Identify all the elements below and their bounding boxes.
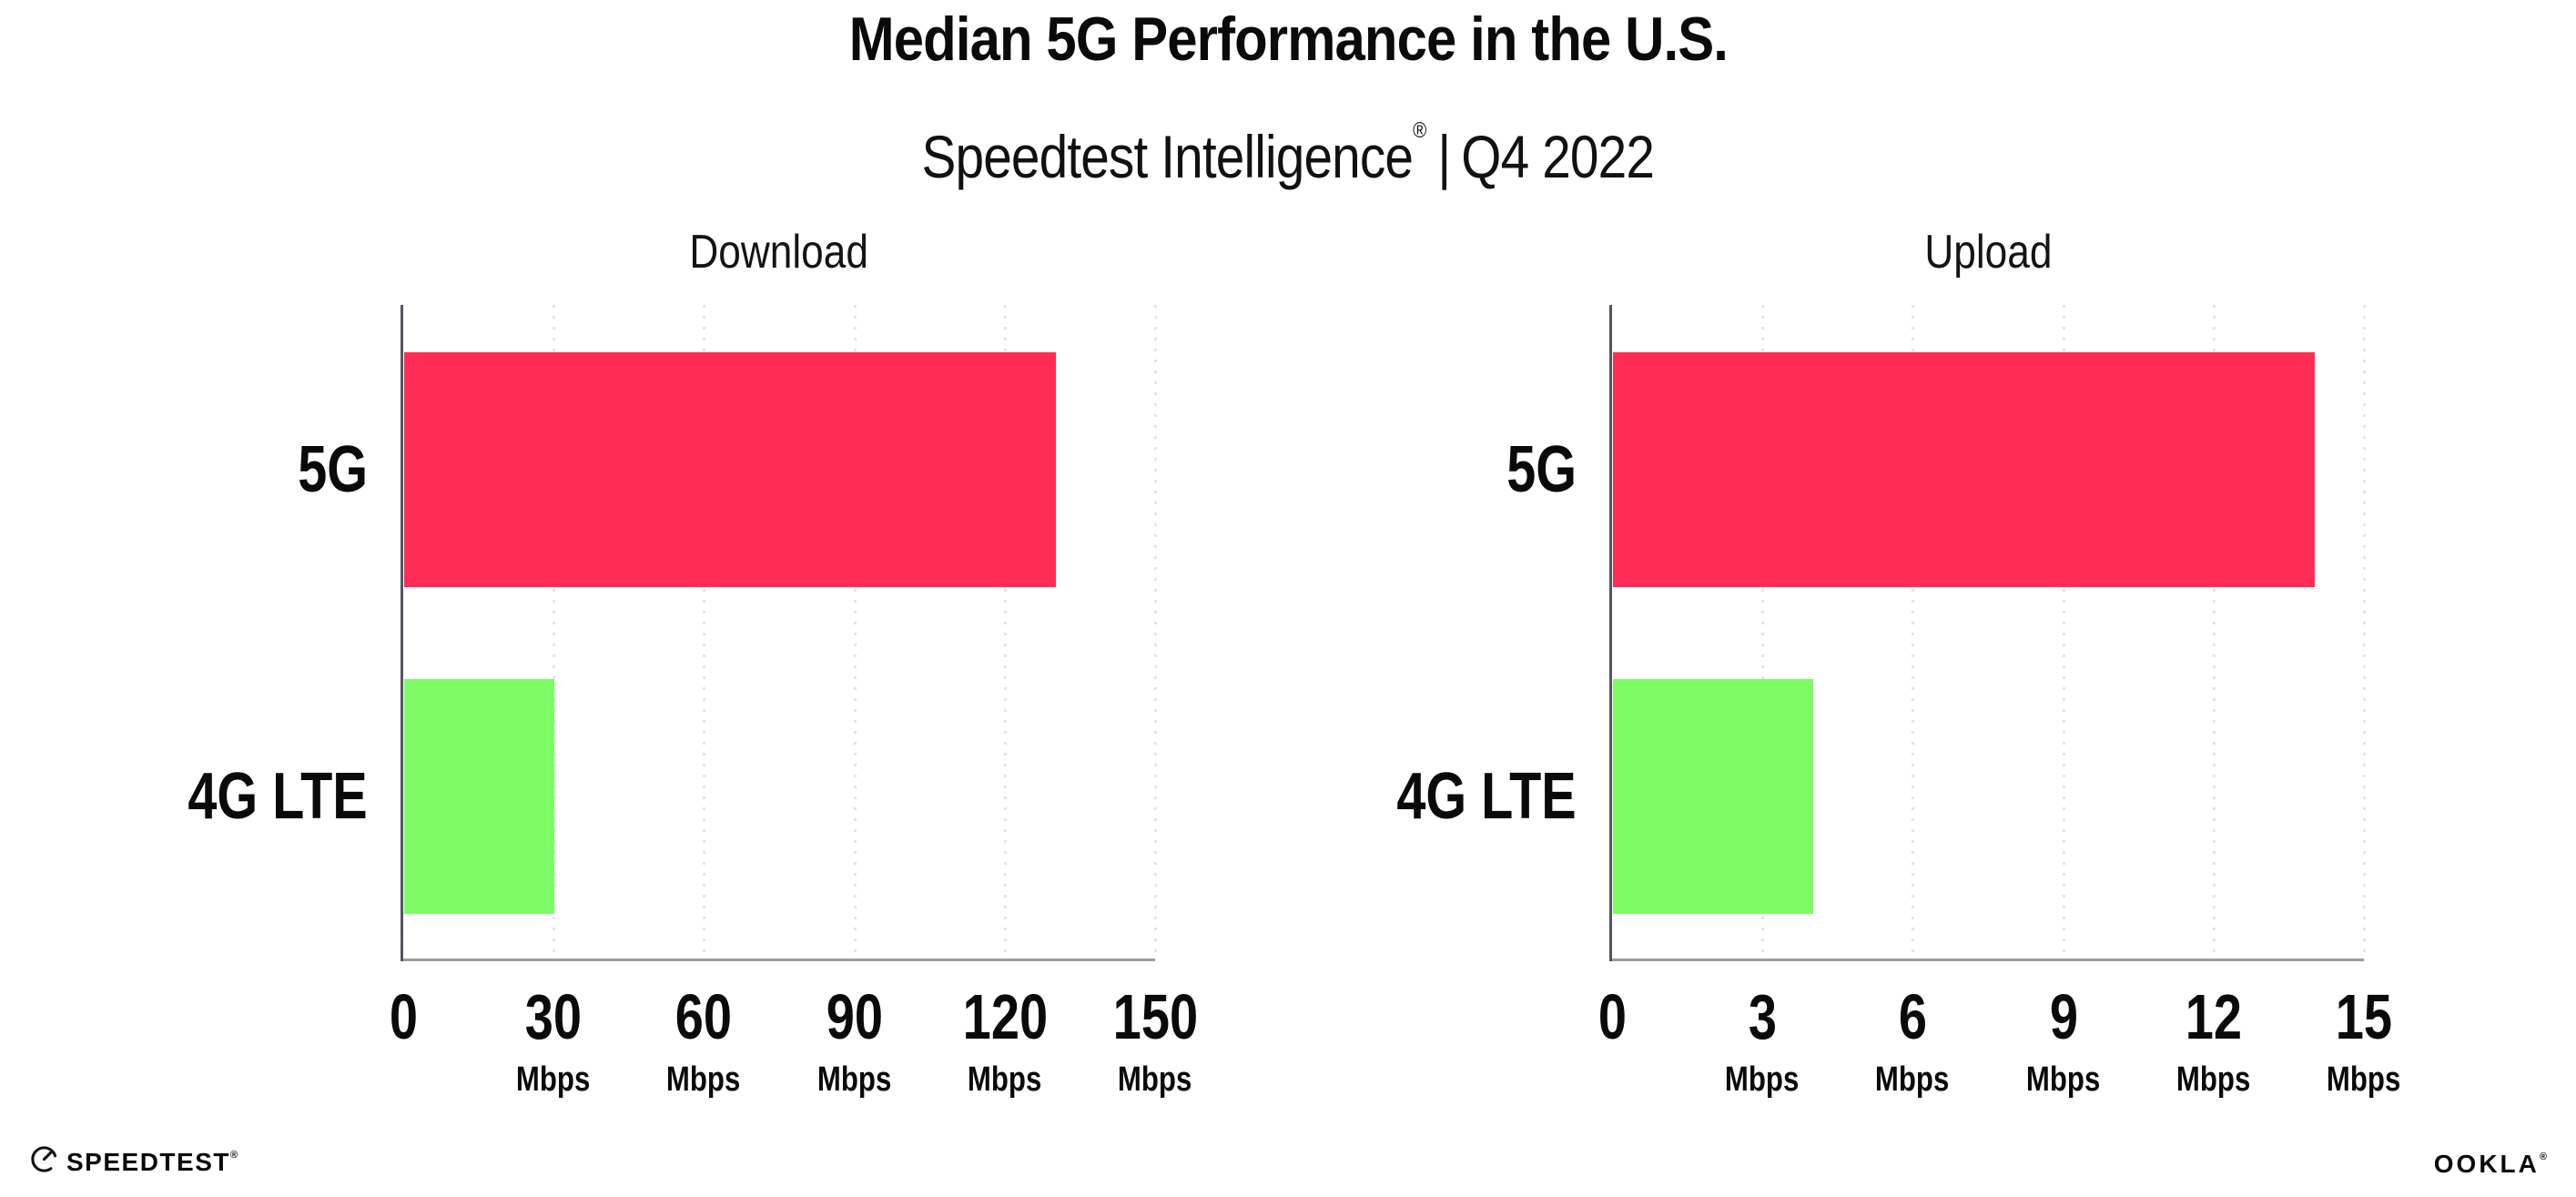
x-tick-label-text-download-30: 30	[524, 981, 583, 1052]
x-tick-label-text-download-150: 150	[1112, 981, 1198, 1052]
x-tick-unit-download-150: Mbps	[1055, 1061, 1255, 1098]
gridline-download-90	[854, 305, 857, 959]
bar-upload-4g-lte	[1613, 679, 1813, 914]
plot-area-download	[401, 305, 1157, 961]
speedtest-logo-text: SPEEDTEST®	[66, 1141, 238, 1176]
x-tick-unit-text-upload-9: Mbps	[2026, 1060, 2101, 1099]
chart-title-upload: Upload	[1612, 224, 2364, 280]
x-axis-line-upload	[1612, 959, 2364, 961]
speedtest-logo: SPEEDTEST®	[30, 1141, 238, 1176]
gridline-download-60	[703, 305, 705, 959]
category-label-text-upload-4g-lte: 4G LTE	[1396, 760, 1577, 833]
bar-download-5g	[404, 352, 1056, 587]
subtitle-period: Q4 2022	[1461, 123, 1656, 190]
x-tick-label-text-upload-12: 12	[2185, 981, 2243, 1052]
category-label-download-5g: 5G	[280, 437, 368, 502]
gridline-download-150	[1154, 305, 1157, 959]
gridline-upload-15	[2363, 305, 2366, 959]
chart-title-download: Download	[403, 224, 1155, 280]
x-tick-label-upload-15: 15	[2264, 983, 2464, 1050]
x-tick-label-text-upload-3: 3	[1748, 981, 1777, 1052]
x-tick-unit-text-download-90: Mbps	[817, 1060, 892, 1099]
x-tick-label-upload-6: 6	[1812, 983, 2013, 1050]
ookla-logo: OOKLA®	[2434, 1143, 2547, 1178]
bar-upload-5g	[1613, 352, 2315, 587]
x-tick-label-download-90: 90	[755, 983, 955, 1050]
x-tick-unit-upload-6: Mbps	[1812, 1061, 2013, 1098]
x-tick-label-text-upload-9: 9	[2049, 981, 2078, 1052]
registered-trademark-icon: ®	[1413, 118, 1427, 143]
category-label-text-download-5g: 5G	[298, 433, 368, 506]
x-tick-unit-text-download-120: Mbps	[968, 1060, 1042, 1099]
x-tick-unit-upload-9: Mbps	[1963, 1061, 2164, 1098]
x-tick-label-text-download-0: 0	[389, 981, 418, 1052]
ookla-wordmark: OOKLA	[2433, 1150, 2540, 1178]
x-tick-unit-download-30: Mbps	[453, 1061, 654, 1098]
x-tick-label-text-upload-0: 0	[1597, 981, 1627, 1052]
x-tick-label-download-0: 0	[303, 983, 503, 1050]
x-tick-label-upload-3: 3	[1662, 983, 1862, 1050]
page-title-text: Median 5G Performance in the U.S.	[848, 5, 1728, 74]
x-tick-unit-upload-12: Mbps	[2114, 1061, 2314, 1098]
x-tick-label-download-150: 150	[1055, 983, 1255, 1050]
category-label-upload-5g: 5G	[1489, 437, 1577, 502]
x-tick-unit-download-120: Mbps	[905, 1061, 1105, 1098]
x-tick-unit-download-90: Mbps	[755, 1061, 955, 1098]
speedtest-wordmark: SPEEDTEST	[66, 1148, 230, 1176]
x-tick-label-text-download-90: 90	[826, 981, 884, 1052]
page-title: Median 5G Performance in the U.S.	[0, 4, 2576, 75]
x-tick-label-upload-12: 12	[2114, 983, 2314, 1050]
subtitle-separator: |	[1437, 123, 1452, 190]
category-label-download-4g-lte: 4G LTE	[143, 764, 368, 829]
x-tick-label-text-download-60: 60	[674, 981, 733, 1052]
x-tick-label-download-60: 60	[603, 983, 804, 1050]
chart-title-text-upload: Upload	[1923, 226, 2053, 279]
x-tick-unit-text-download-60: Mbps	[666, 1060, 741, 1099]
subtitle-brand: Speedtest Intelligence	[921, 123, 1414, 190]
gridline-download-30	[553, 305, 555, 959]
speedtest-trademark-icon: ®	[229, 1150, 238, 1161]
x-tick-label-text-download-120: 120	[962, 981, 1048, 1052]
ookla-trademark-icon: ®	[2539, 1151, 2547, 1162]
x-tick-label-download-30: 30	[453, 983, 654, 1050]
y-axis-line-download	[401, 305, 403, 961]
gridline-upload-3	[1761, 305, 1764, 959]
gridline-download-120	[1004, 305, 1007, 959]
gridline-upload-6	[1912, 305, 1914, 959]
category-label-upload-4g-lte: 4G LTE	[1352, 764, 1577, 829]
x-tick-label-upload-9: 9	[1963, 983, 2164, 1050]
x-axis-line-download	[403, 959, 1155, 961]
x-tick-unit-text-download-150: Mbps	[1118, 1060, 1192, 1099]
speedtest-gauge-icon	[31, 1145, 57, 1172]
x-tick-label-download-120: 120	[905, 983, 1105, 1050]
x-tick-unit-text-download-30: Mbps	[516, 1060, 591, 1099]
x-tick-unit-text-upload-15: Mbps	[2327, 1060, 2401, 1099]
page-subtitle: Speedtest Intelligence® | Q4 2022	[0, 89, 2576, 198]
category-label-text-upload-5g: 5G	[1506, 433, 1577, 506]
gridline-upload-12	[2213, 305, 2216, 959]
x-tick-unit-upload-15: Mbps	[2264, 1061, 2464, 1098]
x-tick-unit-download-60: Mbps	[603, 1061, 804, 1098]
x-tick-unit-text-upload-3: Mbps	[1725, 1060, 1800, 1099]
x-tick-unit-text-upload-6: Mbps	[1875, 1060, 1950, 1099]
page-subtitle-text: Speedtest Intelligence® | Q4 2022	[922, 89, 1655, 198]
x-tick-label-text-upload-6: 6	[1898, 981, 1927, 1052]
y-axis-line-upload	[1609, 305, 1612, 961]
x-tick-unit-text-upload-12: Mbps	[2176, 1060, 2251, 1099]
gridline-upload-9	[2063, 305, 2065, 959]
x-tick-label-text-upload-15: 15	[2335, 981, 2393, 1052]
chart-title-text-download: Download	[689, 226, 869, 279]
x-tick-label-upload-0: 0	[1512, 983, 1712, 1050]
x-tick-unit-upload-3: Mbps	[1662, 1061, 1862, 1098]
bar-download-4g-lte	[404, 679, 554, 914]
category-label-text-download-4g-lte: 4G LTE	[188, 760, 368, 833]
plot-area-upload	[1609, 305, 2366, 961]
